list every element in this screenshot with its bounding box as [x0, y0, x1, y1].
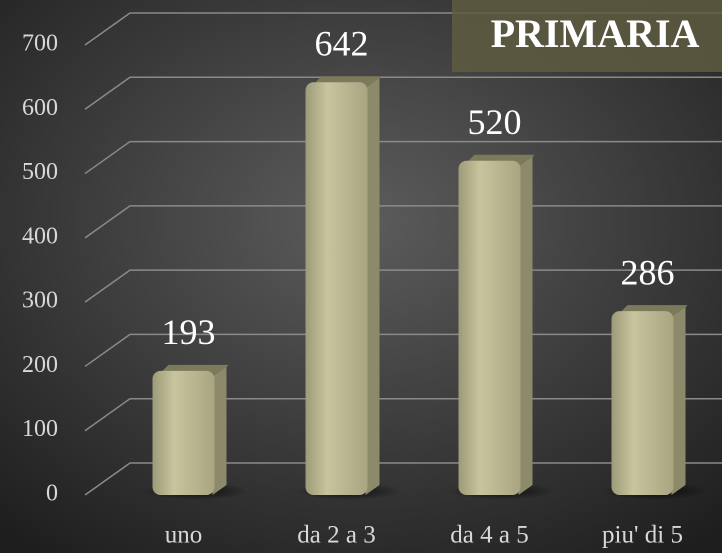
y-tick-label: 200: [22, 352, 58, 378]
title-box: [452, 0, 722, 72]
bar-side: [365, 78, 380, 496]
y-tick-label: 400: [22, 223, 58, 249]
x-tick-label: da 2 a 3: [297, 522, 375, 549]
y-tick-label: 300: [22, 288, 58, 314]
x-tick-label: piu' di 5: [602, 522, 683, 549]
bar-side: [212, 366, 227, 495]
bar-side: [671, 307, 686, 495]
x-tick-label: uno: [165, 522, 203, 549]
y-tick-label: 500: [22, 159, 58, 185]
chart-title: PRIMARIA: [491, 11, 700, 56]
y-tick-label: 700: [22, 31, 58, 57]
bar: [152, 370, 215, 495]
y-tick-label: 0: [46, 481, 58, 507]
bar: [305, 82, 368, 496]
grid-line: [84, 76, 722, 110]
bar-side: [518, 156, 533, 495]
bar: [458, 160, 521, 495]
data-label: 286: [621, 252, 675, 292]
data-label: 642: [315, 24, 369, 64]
data-label: 520: [468, 102, 522, 142]
grid-line: [84, 140, 722, 175]
data-label: 193: [162, 312, 216, 352]
y-tick-label: 600: [22, 95, 58, 121]
y-tick-label: 100: [22, 416, 58, 442]
x-tick-label: da 4 a 5: [450, 522, 528, 549]
bar: [611, 311, 674, 495]
